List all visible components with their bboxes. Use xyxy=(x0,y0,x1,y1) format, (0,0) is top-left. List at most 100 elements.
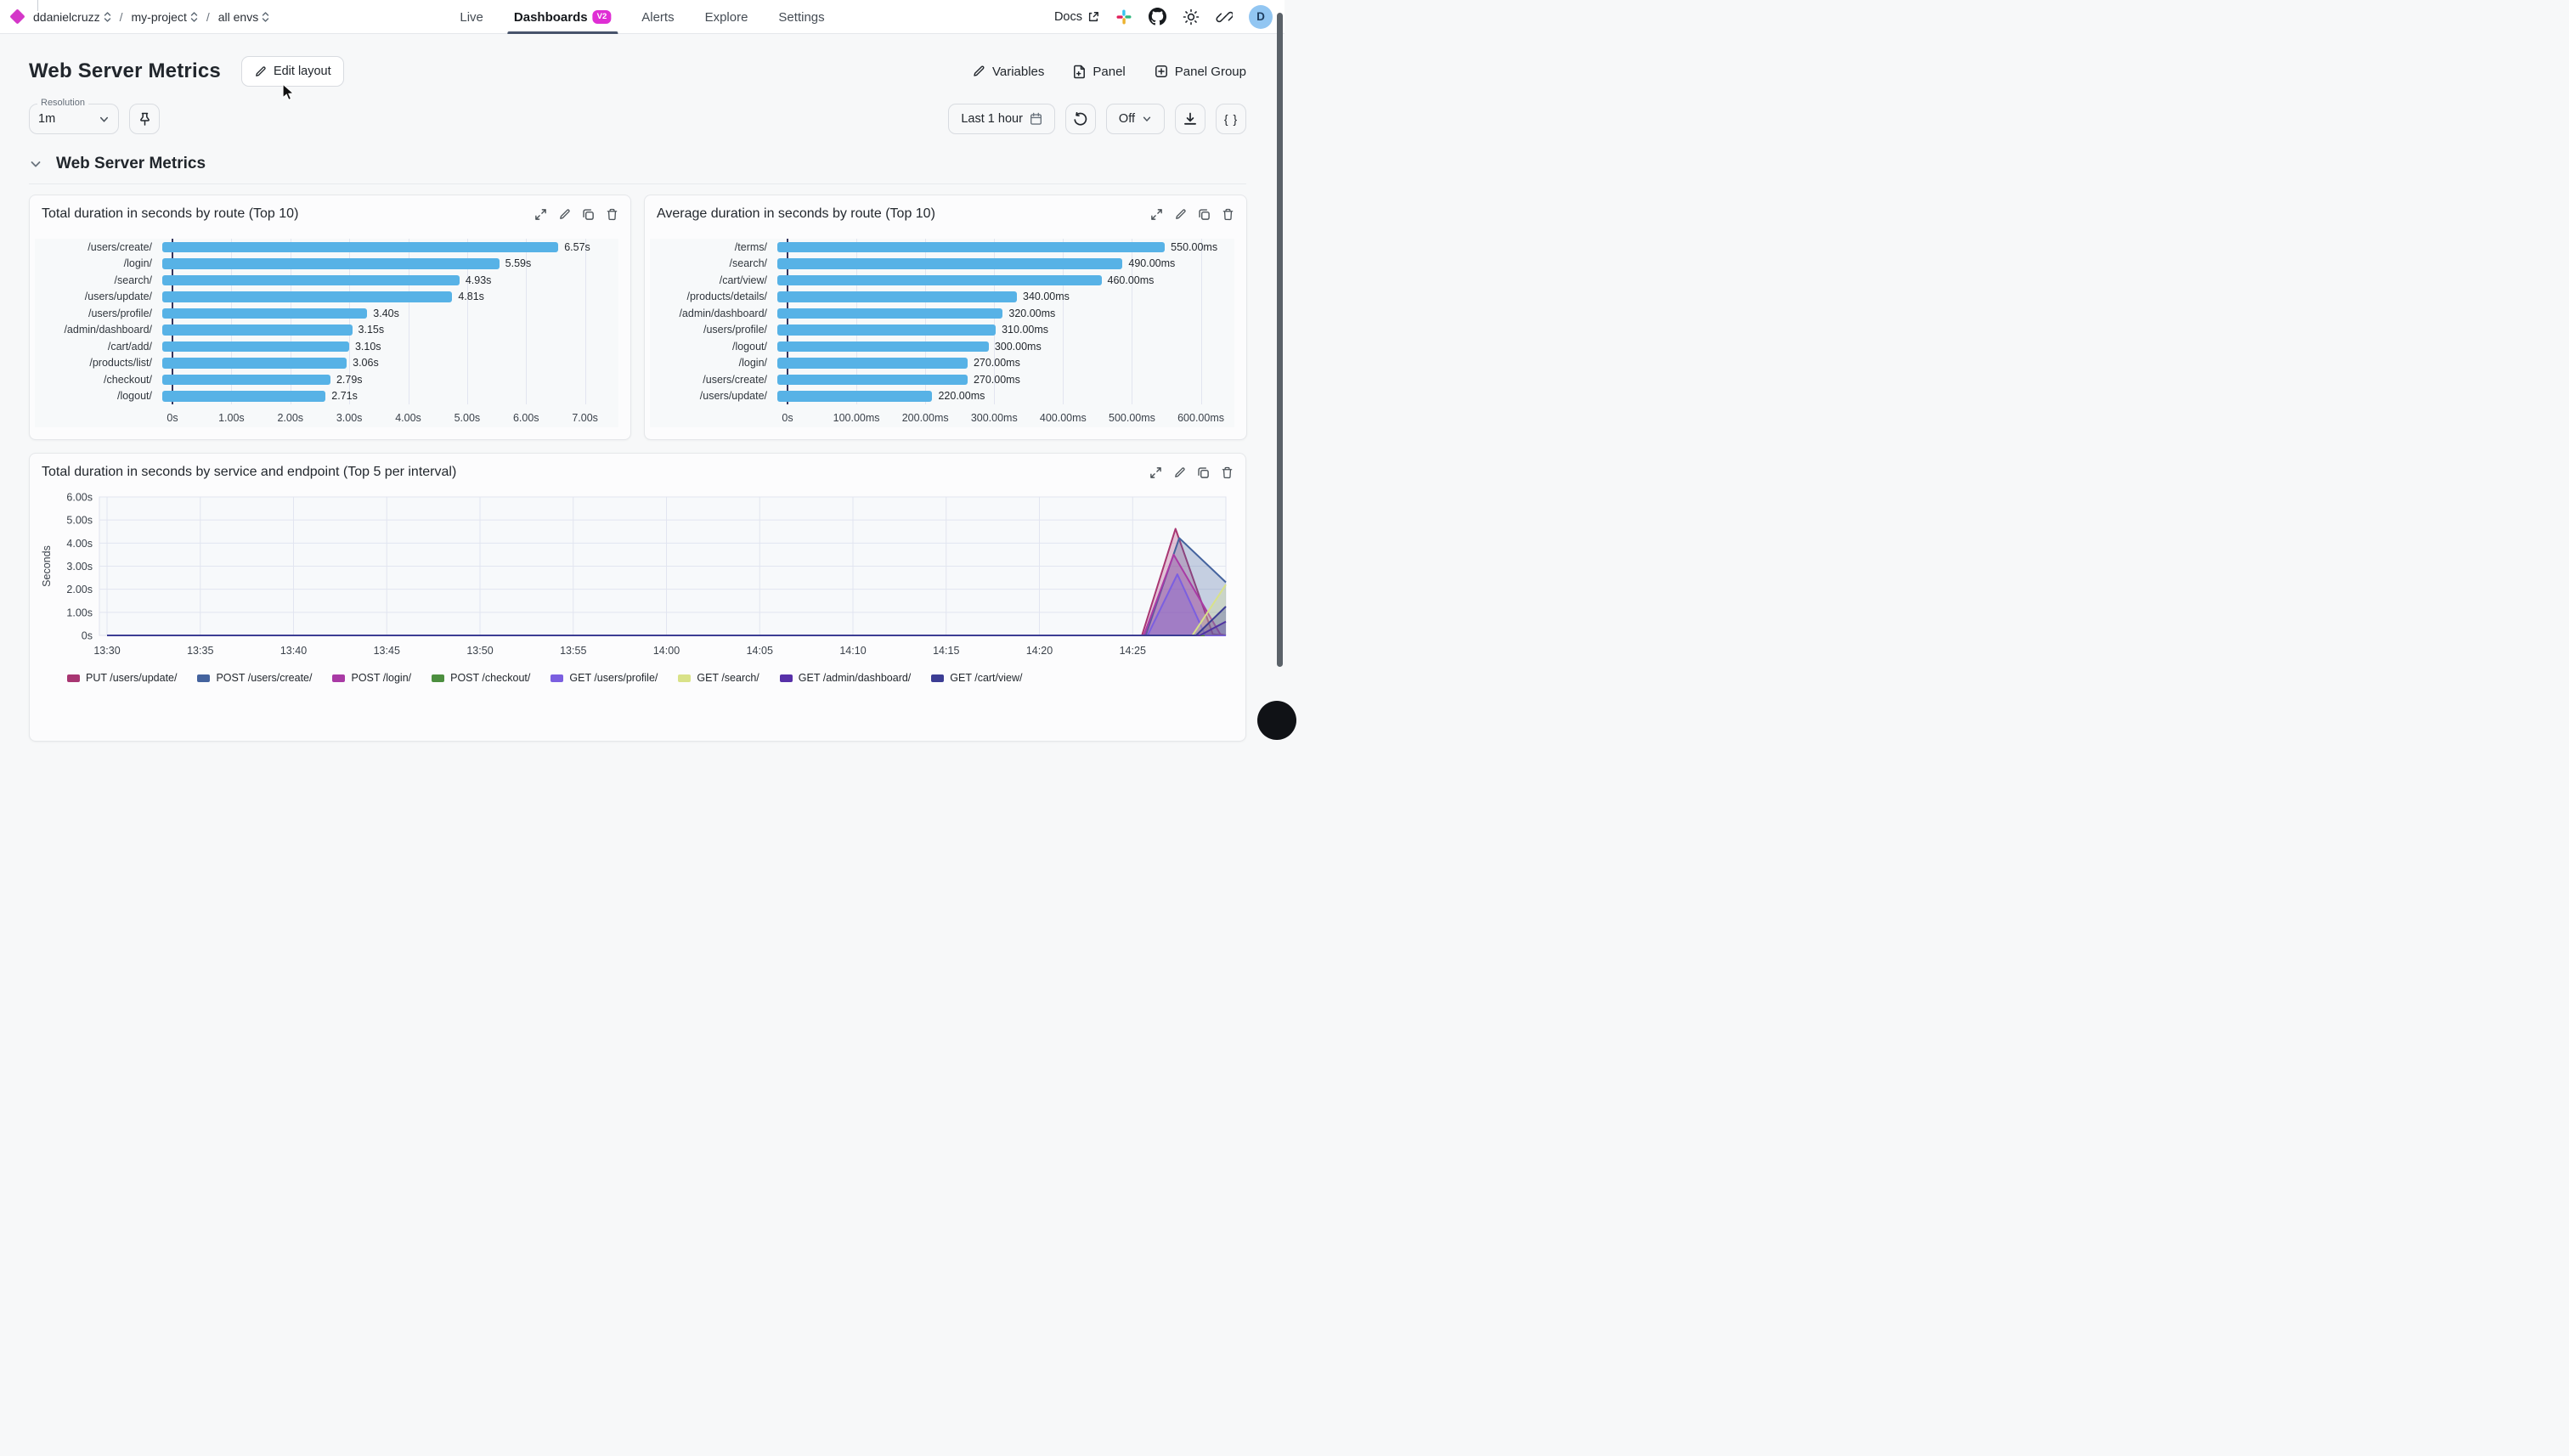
nav-tab-live[interactable]: Live xyxy=(460,0,483,34)
duplicate-icon[interactable] xyxy=(1198,208,1211,221)
legend-label: POST /users/create/ xyxy=(216,672,313,684)
bar-row: /products/details/340.00ms xyxy=(650,289,1234,306)
legend-item[interactable]: POST /checkout/ xyxy=(432,672,530,684)
bar[interactable] xyxy=(777,241,1166,252)
edit-layout-button[interactable]: Edit layout xyxy=(240,56,344,87)
panel-group-title: Web Server Metrics xyxy=(56,155,206,172)
legend-item[interactable]: POST /login/ xyxy=(332,672,411,684)
bar[interactable] xyxy=(777,258,1123,269)
bar[interactable] xyxy=(777,341,989,352)
nav-tab-dashboards[interactable]: Dashboards V2 xyxy=(506,0,618,34)
vertical-scrollbar[interactable] xyxy=(1277,13,1283,667)
bar[interactable] xyxy=(777,291,1017,302)
edit-icon[interactable] xyxy=(1174,208,1187,221)
bar[interactable] xyxy=(162,358,347,369)
legend-item[interactable]: PUT /users/update/ xyxy=(67,672,177,684)
bar-value-label: 550.00ms xyxy=(1171,240,1218,253)
bar[interactable] xyxy=(777,358,968,369)
pencil-icon xyxy=(974,65,985,76)
bar[interactable] xyxy=(777,391,933,402)
delete-icon[interactable] xyxy=(1221,466,1234,479)
svg-text:13:40: 13:40 xyxy=(280,645,307,657)
time-range-button[interactable]: Last 1 hour xyxy=(948,104,1055,134)
resolution-select[interactable]: Resolution 1m xyxy=(29,98,119,134)
share-link-icon[interactable] xyxy=(1216,8,1233,25)
github-icon[interactable] xyxy=(1149,8,1166,25)
expand-icon[interactable] xyxy=(1149,466,1162,479)
legend-item[interactable]: GET /search/ xyxy=(678,672,759,684)
add-panel-group-button[interactable]: Panel Group xyxy=(1155,65,1246,79)
delete-icon[interactable] xyxy=(606,208,618,221)
legend-item[interactable]: GET /users/profile/ xyxy=(550,672,658,684)
pin-resolution-button[interactable] xyxy=(129,104,160,134)
svg-text:3.00s: 3.00s xyxy=(66,561,93,573)
bar-value-label: 4.93s xyxy=(465,274,492,286)
bar[interactable] xyxy=(162,258,500,269)
bar-category-label: /checkout/ xyxy=(104,373,152,386)
bar-value-label: 300.00ms xyxy=(994,340,1042,353)
bar-category-label: /products/details/ xyxy=(686,291,768,303)
legend-swatch-icon xyxy=(678,674,692,682)
slack-icon[interactable] xyxy=(1115,8,1132,25)
docs-link[interactable]: Docs xyxy=(1054,10,1099,24)
json-code-button[interactable]: { } xyxy=(1216,104,1246,134)
chevron-down-icon[interactable] xyxy=(29,157,42,171)
nav-tab-explore[interactable]: Explore xyxy=(705,0,748,34)
legend-label: GET /users/profile/ xyxy=(569,672,658,684)
nav-tab-settings[interactable]: Settings xyxy=(778,0,824,34)
expand-icon[interactable] xyxy=(534,208,547,221)
bar[interactable] xyxy=(162,324,353,336)
variables-button[interactable]: Variables xyxy=(972,65,1044,79)
legend-item[interactable]: GET /admin/dashboard/ xyxy=(779,672,911,684)
bar[interactable] xyxy=(162,274,460,285)
user-avatar[interactable]: D xyxy=(1249,4,1273,29)
legend-item[interactable]: POST /users/create/ xyxy=(197,672,312,684)
breadcrumb-env[interactable]: all envs xyxy=(218,10,269,24)
edit-icon[interactable] xyxy=(558,208,571,221)
expand-icon[interactable] xyxy=(1150,208,1163,221)
edit-icon[interactable] xyxy=(1173,466,1186,479)
bar-value-label: 3.15s xyxy=(358,324,385,336)
nav-tab-alerts[interactable]: Alerts xyxy=(641,0,674,34)
bar[interactable] xyxy=(777,374,968,385)
bar-value-label: 2.71s xyxy=(331,390,358,403)
bar-category-label: /users/profile/ xyxy=(703,324,767,336)
breadcrumb-project[interactable]: my-project xyxy=(132,10,198,24)
bar-value-label: 270.00ms xyxy=(973,357,1020,370)
main-nav-tabs: Live Dashboards V2 Alerts Explore Settings xyxy=(460,0,825,34)
bar[interactable] xyxy=(777,308,1003,319)
svg-text:6.00s: 6.00s xyxy=(66,492,93,504)
add-panel-button[interactable]: Panel xyxy=(1073,65,1126,79)
breadcrumb-org[interactable]: ddanielcruzz xyxy=(33,10,111,24)
x-tick-label: 1.00s xyxy=(218,412,245,424)
refresh-button[interactable] xyxy=(1064,104,1096,134)
panel-group-header[interactable]: Web Server Metrics xyxy=(29,155,1246,184)
legend-swatch-icon xyxy=(432,674,445,682)
bar[interactable] xyxy=(777,324,997,336)
download-button[interactable] xyxy=(1175,104,1205,134)
corner-widget[interactable] xyxy=(1257,701,1296,740)
bar[interactable] xyxy=(162,291,453,302)
bar-row: /search/4.93s xyxy=(35,272,618,289)
x-tick-label: 6.00s xyxy=(512,412,539,424)
pin-icon xyxy=(139,112,150,126)
duplicate-icon[interactable] xyxy=(582,208,595,221)
legend-item[interactable]: GET /cart/view/ xyxy=(931,672,1023,684)
download-icon xyxy=(1184,112,1196,125)
nav-tab-label: Dashboards xyxy=(513,9,588,25)
bar[interactable] xyxy=(162,391,326,402)
bar[interactable] xyxy=(162,241,559,252)
duplicate-icon[interactable] xyxy=(1197,466,1210,479)
bar[interactable] xyxy=(777,274,1102,285)
svg-text:14:25: 14:25 xyxy=(1120,645,1146,657)
bar-category-label: /admin/dashboard/ xyxy=(679,307,767,319)
theme-sun-icon[interactable] xyxy=(1183,8,1200,25)
bar-category-label: /users/profile/ xyxy=(88,307,152,319)
panel-title: Total duration in seconds by route (Top … xyxy=(42,206,299,221)
bar[interactable] xyxy=(162,308,368,319)
panel-actions xyxy=(1150,208,1234,221)
auto-refresh-select[interactable]: Off xyxy=(1105,104,1165,134)
delete-icon[interactable] xyxy=(1222,208,1234,221)
bar[interactable] xyxy=(162,341,349,352)
bar[interactable] xyxy=(162,374,330,385)
